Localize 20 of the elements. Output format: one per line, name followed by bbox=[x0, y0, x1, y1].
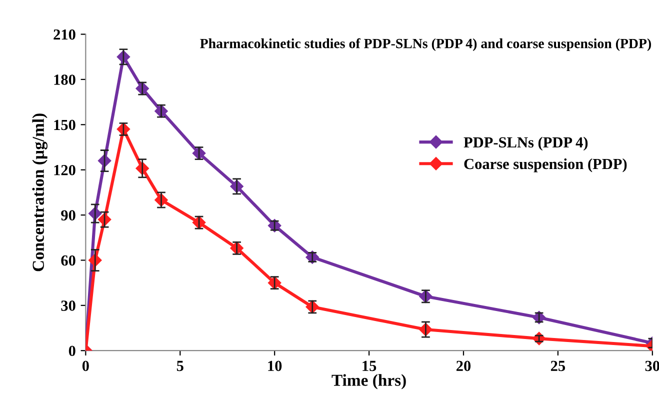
x-tick-label: 20 bbox=[456, 360, 471, 372]
y-tick-label: 150 bbox=[54, 120, 76, 130]
x-tick-label: 30 bbox=[645, 360, 659, 372]
x-tick-label: 25 bbox=[550, 360, 566, 372]
y-tick-label: 60 bbox=[61, 255, 76, 266]
x-tick-label: 5 bbox=[176, 360, 184, 372]
legend-label: Coarse suspension (PDP) bbox=[464, 158, 627, 172]
y-tick-label: 0 bbox=[68, 346, 76, 356]
y-axis-title: Concentration (µg/ml) bbox=[32, 114, 48, 272]
x-axis-title: Time (hrs) bbox=[332, 374, 406, 390]
x-tick-label: 15 bbox=[362, 360, 376, 372]
y-tick-label: 120 bbox=[54, 164, 76, 176]
legend-label: PDP-SLNs (PDP 4) bbox=[464, 136, 588, 151]
y-tick-label: 90 bbox=[61, 210, 76, 220]
y-tick-label: 30 bbox=[61, 300, 76, 311]
y-tick-label: 210 bbox=[54, 29, 76, 40]
chart-title: Pharmacokinetic studies of PDP-SLNs (PDP 4) and coarse suspension (PDP) bbox=[200, 38, 651, 52]
y-tick-label: 180 bbox=[54, 74, 76, 85]
x-tick-label: 10 bbox=[268, 360, 282, 372]
x-tick-label: 0 bbox=[82, 360, 89, 372]
